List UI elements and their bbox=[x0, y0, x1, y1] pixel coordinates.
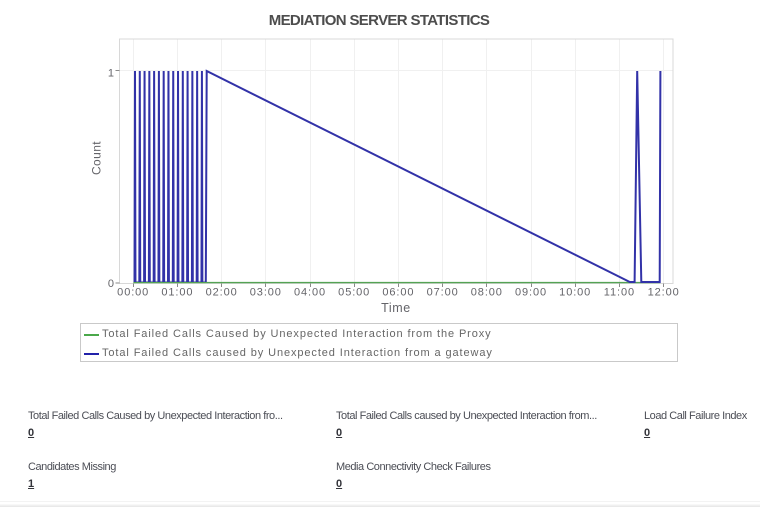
svg-text:Count: Count bbox=[90, 141, 104, 175]
svg-text:04:00: 04:00 bbox=[294, 287, 326, 299]
svg-text:Time: Time bbox=[381, 301, 411, 315]
svg-text:05:00: 05:00 bbox=[338, 287, 370, 299]
svg-text:12:00: 12:00 bbox=[648, 287, 680, 299]
svg-text:03:00: 03:00 bbox=[250, 287, 282, 299]
svg-text:06:00: 06:00 bbox=[382, 287, 414, 299]
svg-text:1: 1 bbox=[108, 67, 114, 79]
svg-text:07:00: 07:00 bbox=[427, 287, 459, 299]
svg-text:10:00: 10:00 bbox=[559, 287, 591, 299]
svg-text:02:00: 02:00 bbox=[206, 287, 238, 299]
svg-text:09:00: 09:00 bbox=[515, 287, 547, 299]
svg-text:08:00: 08:00 bbox=[471, 287, 503, 299]
svg-text:00:00: 00:00 bbox=[117, 287, 149, 299]
svg-text:0: 0 bbox=[108, 278, 114, 290]
svg-text:11:00: 11:00 bbox=[604, 287, 635, 299]
svg-text:01:00: 01:00 bbox=[161, 287, 193, 299]
